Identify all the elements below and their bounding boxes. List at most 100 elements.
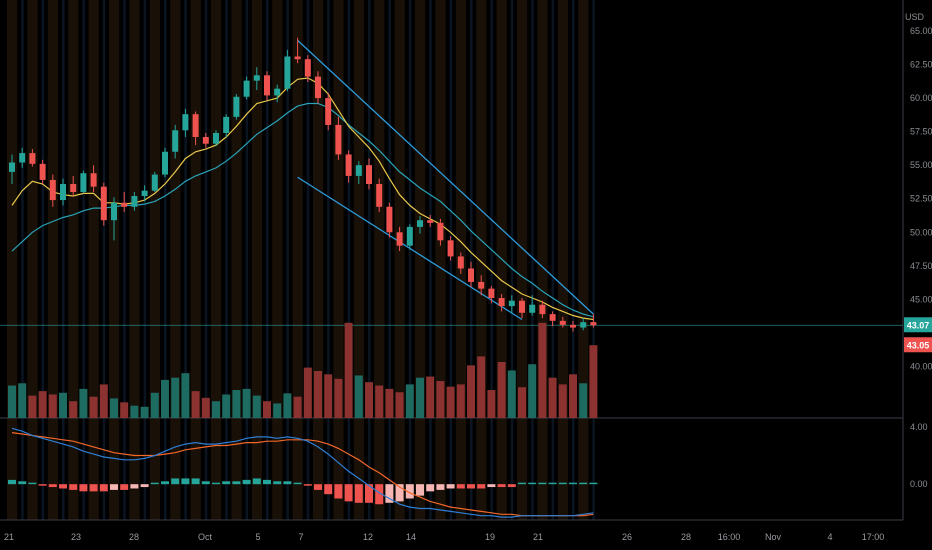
- candle-body: [529, 304, 536, 313]
- candle-body: [70, 183, 77, 193]
- session-stripe: [27, 0, 38, 520]
- macd-histogram-bar: [405, 484, 414, 499]
- session-stripe: [225, 0, 228, 520]
- macd-histogram-bar: [222, 481, 231, 485]
- time-tick-label: 16:00: [718, 532, 741, 542]
- volume-bar: [242, 388, 251, 418]
- volume-bar: [395, 392, 404, 418]
- macd-histogram-bar: [212, 482, 220, 485]
- volume-bar: [405, 384, 414, 418]
- candle-body: [49, 179, 56, 201]
- volume-bar: [303, 367, 312, 418]
- macd-histogram-bar: [538, 482, 547, 485]
- macd-histogram-bar: [365, 484, 373, 503]
- volume-bar: [59, 392, 67, 418]
- macd-histogram-bar: [140, 484, 149, 488]
- candle-body: [315, 76, 321, 99]
- time-tick-label: Nov: [765, 532, 782, 542]
- volume-bar: [477, 356, 486, 418]
- ma-fast-line: [11, 77, 594, 321]
- volume-bar: [69, 401, 78, 418]
- macd-histogram-bar: [79, 484, 88, 492]
- last-price-tag-upper: [904, 317, 932, 333]
- volume-bar: [446, 386, 455, 418]
- candle-body: [202, 137, 209, 144]
- time-axis[interactable]: 21 23 28 Oct 5 7 12 14 19 21 26 28 16:00 Nov 4 17:00: [4, 532, 884, 542]
- volume-bar: [263, 401, 271, 418]
- session-stripe: [109, 0, 120, 520]
- volume-bar: [497, 362, 506, 418]
- time-tick-label: 7: [298, 532, 303, 542]
- macd-histogram-bar: [232, 481, 241, 485]
- macd-histogram-bar: [110, 484, 118, 490]
- macd-histogram-bar: [385, 484, 394, 503]
- candle-body: [264, 75, 270, 96]
- candle-body: [570, 324, 576, 328]
- ma-slow-line: [11, 102, 594, 318]
- volume-bars: [8, 322, 598, 418]
- macd-histogram-bar: [283, 481, 292, 485]
- macd-histogram-bar: [181, 478, 190, 485]
- candle-body: [131, 196, 138, 207]
- volume-bar: [89, 396, 98, 418]
- time-tick-label: 14: [406, 532, 416, 542]
- macd-histogram-bar: [558, 482, 567, 485]
- candle-body: [580, 322, 587, 328]
- candle-body: [590, 322, 597, 326]
- volume-bar: [212, 401, 220, 418]
- volume-bar: [18, 383, 27, 418]
- macd-histogram-bar: [171, 478, 180, 485]
- session-stripe: [353, 0, 364, 520]
- macd-histogram-bar: [467, 484, 475, 489]
- macd-histogram-bar: [252, 478, 261, 485]
- volume-bar: [344, 322, 353, 418]
- volume-bar: [201, 397, 210, 418]
- volume-bar: [589, 345, 598, 418]
- macd-histogram-bar: [569, 482, 577, 485]
- price-axis[interactable]: 65.00 62.50 60.00 57.50 55.00 52.50 50.00 47.50…: [910, 26, 932, 489]
- macd-histogram-bar: [416, 484, 424, 496]
- volume-bar: [283, 393, 292, 418]
- candle-body: [335, 124, 342, 155]
- volume-bar: [528, 364, 537, 418]
- candle-body: [519, 300, 525, 313]
- last-price-tag-lower-text: 43.05: [907, 340, 930, 350]
- volume-bar: [416, 377, 424, 418]
- session-stripe: [368, 0, 371, 520]
- session-stripe: [347, 0, 351, 520]
- macd-histogram-bar: [507, 484, 516, 488]
- candle-body: [60, 183, 66, 201]
- macd-histogram-bar: [548, 482, 557, 485]
- price-tick-label: 57.50: [910, 127, 932, 137]
- volume-bar: [558, 384, 567, 418]
- macd-histogram-bar: [456, 484, 465, 489]
- macd-histogram-bar: [120, 484, 129, 490]
- candle-body: [549, 314, 556, 321]
- price-tick-label: 45.00: [910, 294, 932, 304]
- session-stripe: [286, 0, 289, 520]
- candles: [9, 37, 597, 332]
- macd-tick-label: 4.00: [910, 422, 928, 432]
- session-stripe: [204, 0, 208, 520]
- session-stripe: [149, 0, 160, 520]
- candle-body: [39, 163, 46, 180]
- time-tick-label: 28: [129, 532, 139, 542]
- volume-bar: [487, 390, 496, 418]
- session-stripe: [476, 0, 487, 520]
- macd-pane: [8, 427, 598, 518]
- volume-bar: [28, 395, 37, 418]
- macd-histogram-bar: [395, 484, 404, 502]
- candle-body: [386, 206, 393, 233]
- time-tick-label: 26: [622, 532, 632, 542]
- session-stripe: [129, 0, 140, 520]
- session-stripe: [231, 0, 242, 520]
- candle-body: [172, 130, 179, 152]
- volume-bar: [354, 375, 363, 418]
- session-stripe: [510, 0, 514, 520]
- volume-bar: [467, 365, 475, 418]
- candle-body: [213, 132, 219, 144]
- macd-histogram-bar: [477, 484, 486, 489]
- candle-body: [141, 190, 148, 197]
